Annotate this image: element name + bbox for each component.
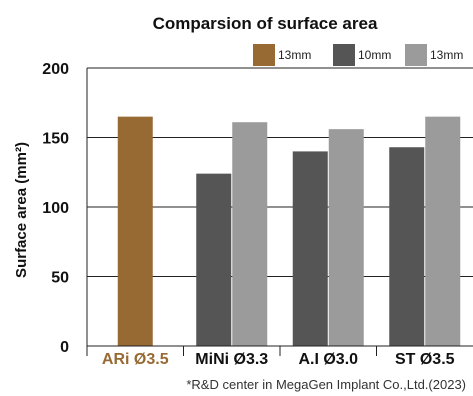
y-tick-label: 50 xyxy=(51,270,69,287)
y-tick-label: 100 xyxy=(42,200,69,217)
y-tick-label: 0 xyxy=(60,339,69,356)
y-tick-label: 200 xyxy=(42,61,69,78)
legend-swatch xyxy=(333,44,355,66)
legend-swatch xyxy=(253,44,275,66)
x-tick-label: ST Ø3.5 xyxy=(395,351,455,368)
bar-13mm-4 xyxy=(425,116,461,347)
bar-10mm-3 xyxy=(292,151,328,346)
chart-title: Comparsion of surface area xyxy=(153,14,378,33)
bar-13mm-2 xyxy=(232,122,268,347)
bar-13mm-3 xyxy=(328,129,364,346)
y-tick-label: 150 xyxy=(42,131,69,148)
footnote: *R&D center in MegaGen Implant Co.,Ltd.(… xyxy=(186,377,466,392)
bars xyxy=(117,116,461,347)
bar-13mm-1 xyxy=(117,116,153,347)
axes xyxy=(86,68,473,356)
bar-10mm-4 xyxy=(389,147,425,346)
y-tick-labels: 0 50 100 150 200 xyxy=(42,61,69,356)
x-tick-label: MiNi Ø3.3 xyxy=(195,351,268,368)
x-tick-labels: ARi Ø3.5 MiNi Ø3.3 A.I Ø3.0 ST Ø3.5 xyxy=(102,351,455,368)
chart-legend: 13mm 10mm 13mm xyxy=(253,44,463,66)
legend-swatch xyxy=(405,44,427,66)
y-axis-label: Surface area (mm²) xyxy=(13,142,30,278)
x-tick-label: A.I Ø3.0 xyxy=(298,351,358,368)
bar-10mm-2 xyxy=(196,173,232,346)
legend-label: 13mm xyxy=(430,48,463,62)
x-tick-label: ARi Ø3.5 xyxy=(102,351,169,368)
legend-label: 10mm xyxy=(358,48,391,62)
legend-label: 13mm xyxy=(278,48,311,62)
